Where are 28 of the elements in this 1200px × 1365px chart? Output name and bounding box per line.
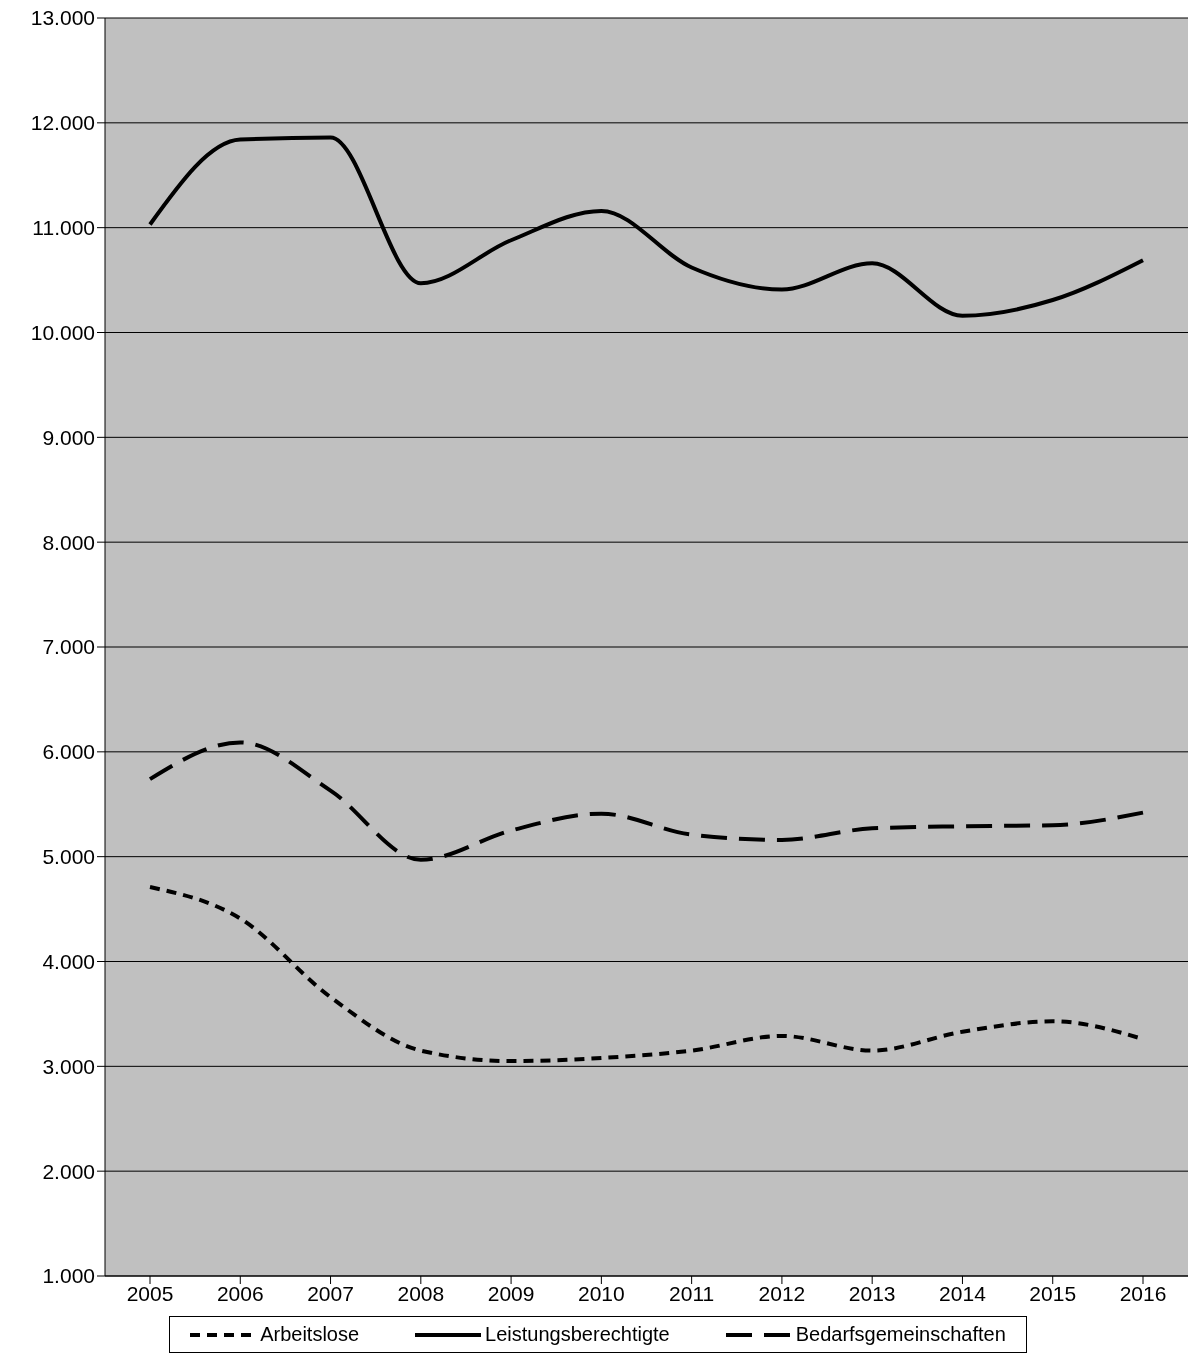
x-tick-label: 2015 [1029,1281,1077,1305]
x-tick-label: 2010 [578,1281,625,1305]
x-tick-label: 2011 [669,1281,715,1305]
y-tick-label: 6.000 [42,740,95,764]
y-tick-label: 2.000 [42,1159,95,1183]
x-tick-label: 2013 [848,1281,896,1305]
y-tick-label: 5.000 [42,845,95,869]
y-tick-label: 13.000 [30,6,95,30]
y-tick-label: 11.000 [32,216,95,240]
y-tick-label: 8.000 [42,530,95,554]
y-tick-label: 10.000 [30,320,95,344]
x-tick-label: 2008 [397,1281,445,1305]
y-tick-label: 7.000 [42,635,95,659]
x-tick-label: 2016 [1119,1281,1167,1305]
y-tick-label: 4.000 [42,949,95,973]
y-tick-label: 12.000 [30,111,95,135]
y-tick-label: 9.000 [42,425,95,449]
x-tick-label: 2014 [939,1281,987,1305]
y-tick-label: 1.000 [42,1264,95,1288]
x-tick-label: 2007 [307,1281,354,1305]
y-tick-label: 3.000 [42,1054,95,1078]
legend-label: Bedarfsgemeinschaften [795,1323,1006,1346]
x-tick-label: 2006 [216,1281,264,1305]
x-tick-label: 2005 [126,1281,174,1305]
legend-label: Leistungsberechtigte [485,1323,670,1346]
x-tick-label: 2012 [758,1281,806,1305]
x-tick-label: 2009 [487,1281,535,1305]
legend-label: Arbeitslose [260,1323,360,1346]
